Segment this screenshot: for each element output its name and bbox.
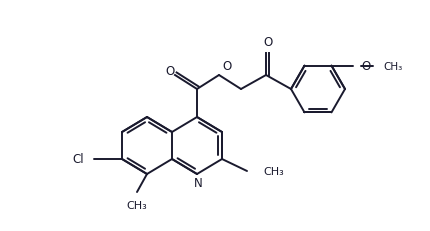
Text: Cl: Cl (72, 153, 84, 166)
Text: O: O (263, 36, 272, 49)
Text: CH₃: CH₃ (126, 200, 147, 210)
Text: O: O (165, 65, 174, 78)
Text: CH₃: CH₃ (262, 166, 283, 176)
Text: CH₃: CH₃ (383, 61, 402, 71)
Text: O: O (221, 60, 231, 73)
Text: O: O (361, 60, 370, 73)
Text: N: N (193, 176, 202, 189)
